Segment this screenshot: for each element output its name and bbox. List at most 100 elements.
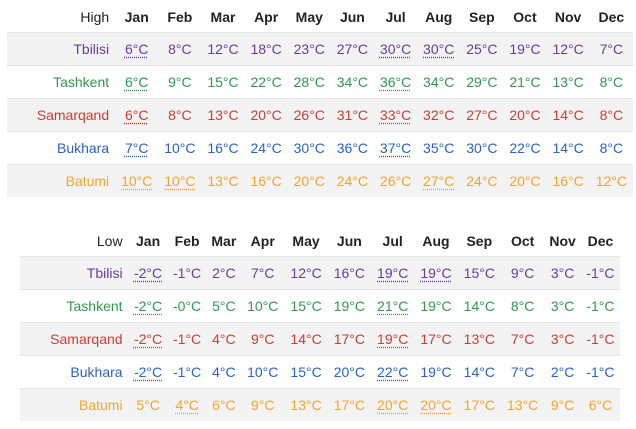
- temperature-cell: 21°C: [503, 65, 547, 99]
- table-row: Batumi 10°C 10°C 13°C 16°C 20°C 24°C 26°C 27°C 24…: [7, 164, 633, 197]
- temperature-link[interactable]: 6°C: [115, 98, 159, 132]
- temperature-cell: 17°C: [414, 322, 458, 356]
- month-header: Nov: [549, 233, 576, 249]
- temperature-cell: 23°C: [287, 32, 331, 66]
- low-table-body: Tbilisi -2°C -1°C 2°C 7°C 12°C 16°C 19°C 19°C 15°…: [20, 256, 620, 421]
- temperature-link[interactable]: 6°C: [115, 32, 159, 66]
- city-name: Bukhara: [20, 355, 129, 389]
- month-header: Jan: [124, 9, 149, 25]
- city-name: Tbilisi: [7, 32, 116, 66]
- temperature-link[interactable]: 10°C: [158, 164, 202, 197]
- temperature-cell: 26°C: [287, 98, 331, 132]
- temperature-cell: 27°C: [330, 32, 374, 66]
- temperature-link[interactable]: 30°C: [373, 32, 418, 66]
- temperature-cell: 13°C: [284, 388, 328, 421]
- city-name: Tashkent: [20, 289, 129, 323]
- temperature-cell: 28°C: [287, 65, 331, 99]
- temperature-cell: 29°C: [460, 65, 504, 99]
- month-header: Mar: [211, 233, 237, 249]
- temperature-cell: 20°C: [244, 98, 288, 132]
- temperature-cell: 12°C: [589, 164, 633, 197]
- temperature-cell: 24°C: [244, 131, 288, 165]
- temperature-cell: -1°C: [580, 289, 620, 323]
- temperature-cell: 7°C: [241, 256, 285, 290]
- temperature-link[interactable]: 7°C: [115, 131, 159, 165]
- temperature-cell: 10°C: [158, 131, 202, 165]
- temperature-cell: 15°C: [457, 256, 501, 290]
- temperature-cell: 9°C: [158, 65, 202, 99]
- temperature-link[interactable]: 30°C: [417, 32, 461, 66]
- temperature-cell: 6°C: [580, 388, 620, 421]
- temperature-cell: 20°C: [287, 164, 331, 197]
- high-table-body: Tbilisi 6°C 8°C 12°C 18°C 23°C 27°C 30°C 30°C 25°…: [7, 32, 633, 197]
- temperature-cell: 13°C: [201, 98, 245, 132]
- temperature-cell: 20°C: [327, 355, 372, 389]
- city-name: Samarqand: [20, 322, 129, 356]
- temperature-link[interactable]: -2°C: [128, 289, 168, 323]
- temperature-cell: 7°C: [500, 355, 545, 389]
- table-row: Bukhara 7°C 10°C 16°C 24°C 30°C 36°C 37°C 35°C 30…: [7, 131, 633, 165]
- temperature-cell: 13°C: [457, 322, 501, 356]
- temperature-link[interactable]: 37°C: [373, 131, 418, 165]
- month-header: Oct: [510, 233, 535, 249]
- table-row: Tbilisi 6°C 8°C 12°C 18°C 23°C 27°C 30°C 30°C 25°…: [7, 32, 633, 66]
- temperature-cell: 4°C: [206, 322, 242, 356]
- temperature-link[interactable]: 27°C: [417, 164, 461, 197]
- temperature-cell: 15°C: [284, 289, 328, 323]
- temperature-cell: 2°C: [544, 355, 581, 389]
- temperature-cell: 18°C: [244, 32, 288, 66]
- temperature-cell: 3°C: [544, 289, 581, 323]
- temperature-cell: -1°C: [580, 322, 620, 356]
- city-name: Tashkent: [7, 65, 116, 99]
- temperature-cell: 34°C: [330, 65, 374, 99]
- temperature-cell: -0°C: [167, 289, 207, 323]
- temperature-cell: 8°C: [158, 98, 202, 132]
- temperature-link[interactable]: -2°C: [128, 355, 168, 389]
- temperature-cell: 31°C: [330, 98, 374, 132]
- month-header: Feb: [167, 9, 193, 25]
- temperature-cell: -1°C: [167, 355, 207, 389]
- temperature-cell: 19°C: [327, 289, 372, 323]
- temperature-cell: 15°C: [201, 65, 245, 99]
- temperature-cell: 19°C: [414, 355, 458, 389]
- temperature-link[interactable]: 20°C: [414, 388, 458, 421]
- temperature-link[interactable]: 10°C: [115, 164, 159, 197]
- month-header: May: [292, 233, 320, 249]
- temperature-cell: 35°C: [417, 131, 461, 165]
- temperature-cell: 3°C: [544, 322, 581, 356]
- temperature-cell: 8°C: [589, 65, 633, 99]
- temperature-cell: 14°C: [284, 322, 328, 356]
- city-name: Batumi: [20, 388, 129, 421]
- low-header-label: Low: [96, 233, 123, 249]
- temperature-link[interactable]: 19°C: [414, 256, 458, 290]
- month-header: Apr: [250, 233, 275, 249]
- month-header: Sep: [468, 9, 495, 25]
- temperature-link[interactable]: 19°C: [371, 322, 415, 356]
- month-header: Jan: [136, 233, 161, 249]
- table-row: Samarqand 6°C 8°C 13°C 20°C 26°C 31°C 33°C 32°C 2…: [7, 98, 633, 132]
- table-row: Bukhara -2°C -1°C 4°C 10°C 15°C 20°C 22°C 19°C 14…: [20, 355, 620, 389]
- city-name: Batumi: [7, 164, 116, 197]
- temperature-link[interactable]: 33°C: [373, 98, 418, 132]
- temperature-link[interactable]: 4°C: [167, 388, 207, 421]
- temperature-link[interactable]: 6°C: [115, 65, 159, 99]
- low-temperature-table: Low Jan Feb Mar Apr May Jun Jul Aug Sep …: [20, 226, 620, 421]
- temperature-cell: 13°C: [201, 164, 245, 197]
- temperature-cell: 10°C: [241, 289, 285, 323]
- temperature-link[interactable]: -2°C: [128, 322, 168, 356]
- temperature-cell: 32°C: [417, 98, 461, 132]
- month-header: Jul: [385, 9, 406, 25]
- temperature-link[interactable]: 21°C: [371, 289, 415, 323]
- table-row: Tashkent -2°C -0°C 5°C 10°C 15°C 19°C 21°C 19°C 1…: [20, 289, 620, 323]
- temperature-cell: 9°C: [241, 322, 285, 356]
- month-header: Nov: [554, 9, 582, 25]
- temperature-cell: 20°C: [503, 98, 547, 132]
- temperature-link[interactable]: -2°C: [128, 256, 168, 290]
- temperature-cell: 16°C: [327, 256, 372, 290]
- month-header: May: [295, 9, 323, 25]
- city-name: Samarqand: [7, 98, 116, 132]
- temperature-link[interactable]: 22°C: [371, 355, 415, 389]
- temperature-link[interactable]: 36°C: [373, 65, 418, 99]
- temperature-link[interactable]: 20°C: [371, 388, 415, 421]
- temperature-link[interactable]: 19°C: [371, 256, 415, 290]
